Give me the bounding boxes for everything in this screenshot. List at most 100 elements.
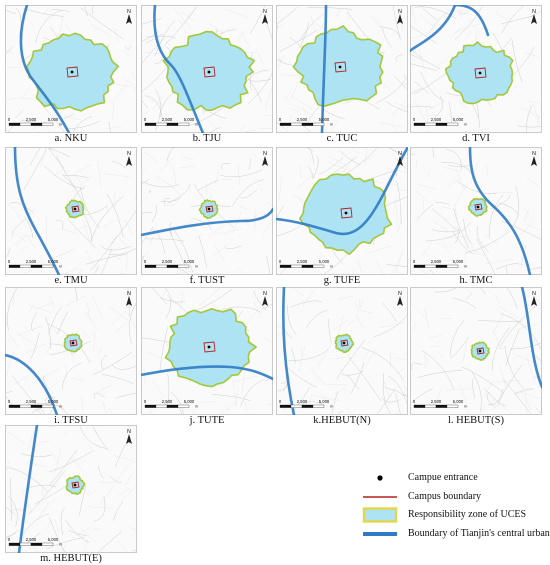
campus-entrance (74, 484, 77, 487)
svg-text:2,500: 2,500 (162, 399, 173, 404)
svg-text:5,000: 5,000 (453, 259, 464, 264)
svg-text:N: N (127, 429, 131, 435)
svg-text:2,500: 2,500 (26, 117, 37, 122)
svg-text:5,000: 5,000 (184, 117, 195, 122)
campus-entrance (479, 72, 482, 75)
svg-text:N: N (263, 9, 267, 15)
legend-row-entrance: Campue entrance (360, 470, 545, 486)
svg-text:N: N (127, 151, 131, 157)
panel-caption: e. TMU (5, 275, 137, 287)
panel-caption: d. TVI (410, 133, 542, 145)
legend-label-boundary: Boundary of Tianjin's central urban area (408, 528, 550, 539)
entrance-dot-icon (360, 470, 400, 486)
svg-text:2,500: 2,500 (162, 117, 173, 122)
svg-text:m: m (464, 265, 467, 269)
campus-entrance (208, 71, 211, 74)
svg-text:5,000: 5,000 (184, 259, 195, 264)
svg-text:N: N (532, 151, 536, 157)
campus-entrance (345, 212, 348, 215)
svg-text:5,000: 5,000 (184, 399, 195, 404)
svg-text:m: m (59, 543, 62, 547)
svg-text:m: m (464, 405, 467, 409)
svg-text:N: N (532, 291, 536, 297)
panel-caption: m. HEBUT(E) (5, 553, 137, 565)
svg-text:2,500: 2,500 (431, 117, 442, 122)
svg-text:5,000: 5,000 (48, 399, 59, 404)
svg-text:N: N (127, 291, 131, 297)
svg-text:m: m (330, 405, 333, 409)
panel-caption: f. TUST (141, 275, 273, 287)
campus-entrance (477, 206, 480, 209)
svg-text:m: m (59, 265, 62, 269)
svg-text:2,500: 2,500 (26, 259, 37, 264)
campus-entrance (208, 346, 211, 349)
svg-text:m: m (464, 123, 467, 127)
campus-boundary-icon (360, 489, 400, 505)
svg-text:2,500: 2,500 (162, 259, 173, 264)
campus-entrance (72, 342, 75, 345)
svg-text:2,500: 2,500 (431, 399, 442, 404)
legend-row-boundary: Boundary of Tianjin's central urban area (360, 526, 545, 542)
campus-entrance (208, 208, 211, 211)
svg-text:5,000: 5,000 (319, 259, 330, 264)
svg-text:5,000: 5,000 (453, 399, 464, 404)
svg-text:m: m (330, 265, 333, 269)
legend-row-campus: Campus boundary (360, 489, 545, 505)
legend-label-zone: Responsibility zone of UCES (408, 509, 526, 520)
svg-text:m: m (59, 123, 62, 127)
svg-text:5,000: 5,000 (453, 117, 464, 122)
panel-caption: g. TUFE (276, 275, 408, 287)
legend-row-zone: Responsibility zone of UCES (360, 507, 545, 523)
svg-text:m: m (195, 265, 198, 269)
svg-text:N: N (398, 151, 402, 157)
campus-entrance (343, 342, 346, 345)
campus-entrance (339, 66, 342, 69)
svg-text:N: N (127, 9, 131, 15)
panel-caption: a. NKU (5, 133, 137, 145)
panel-caption: l. HEBUT(S) (410, 415, 542, 427)
svg-text:5,000: 5,000 (48, 117, 59, 122)
svg-text:5,000: 5,000 (48, 259, 59, 264)
svg-text:2,500: 2,500 (26, 537, 37, 542)
svg-text:5,000: 5,000 (319, 399, 330, 404)
svg-text:N: N (263, 291, 267, 297)
svg-text:m: m (195, 123, 198, 127)
svg-text:2,500: 2,500 (431, 259, 442, 264)
legend-label-entrance: Campue entrance (408, 472, 478, 483)
svg-text:m: m (59, 405, 62, 409)
campus-entrance (479, 350, 482, 353)
svg-text:5,000: 5,000 (48, 537, 59, 542)
svg-text:2,500: 2,500 (297, 259, 308, 264)
svg-text:N: N (398, 9, 402, 15)
campus-entrance (74, 208, 77, 211)
svg-text:m: m (330, 123, 333, 127)
svg-text:5,000: 5,000 (319, 117, 330, 122)
svg-text:N: N (263, 151, 267, 157)
svg-text:2,500: 2,500 (297, 399, 308, 404)
svg-text:2,500: 2,500 (297, 117, 308, 122)
svg-text:2,500: 2,500 (26, 399, 37, 404)
svg-text:N: N (398, 291, 402, 297)
